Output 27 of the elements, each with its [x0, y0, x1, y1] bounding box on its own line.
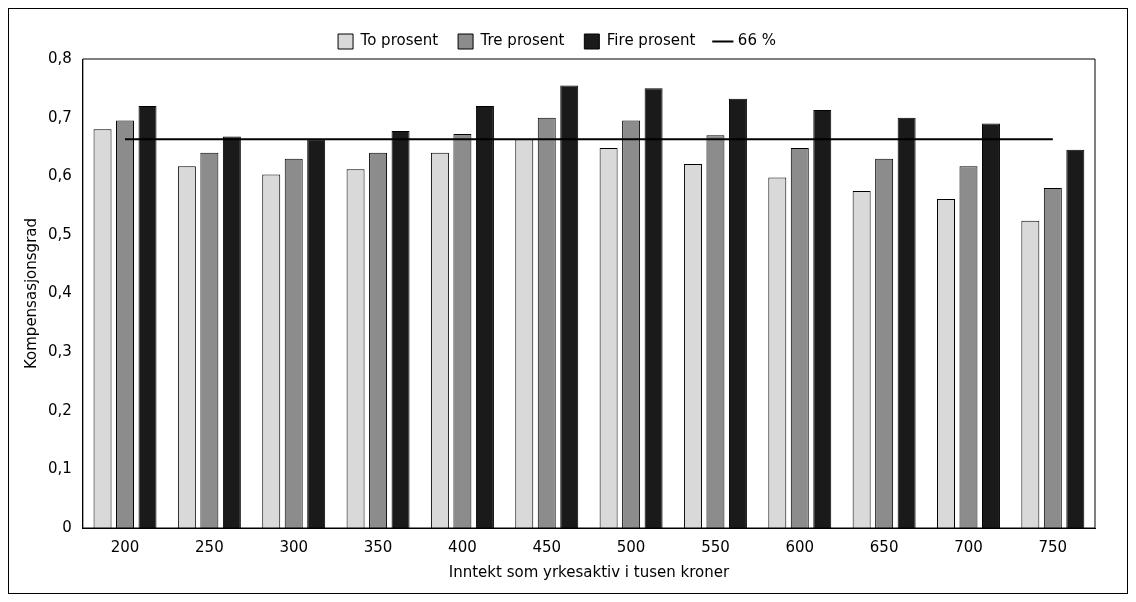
x-tick-label: 300 [279, 537, 309, 556]
y-tick-label: 0,7 [48, 107, 72, 126]
y-tick-label: 0,8 [48, 48, 72, 67]
y-tick-label: 0,6 [48, 166, 72, 185]
x-tick-label: 500 [616, 537, 646, 556]
legend-label: Tre prosent [479, 31, 565, 50]
legend-label: To prosent [359, 31, 439, 50]
x-tick-label: 250 [195, 537, 224, 556]
y-tick-label: 0,1 [48, 459, 72, 478]
y-tick-label: 0,5 [48, 224, 72, 243]
y-tick-label: 0 [62, 517, 72, 536]
x-axis-title: Inntekt som yrkesaktiv i tusen kroner [448, 562, 730, 581]
x-tick-label: 400 [448, 537, 477, 556]
x-tick-label: 450 [532, 537, 562, 556]
legend-label: 66 % [737, 31, 776, 50]
x-tick-label: 600 [785, 537, 815, 556]
x-tick-label: 650 [869, 537, 899, 556]
legend-label: Fire prosent [606, 31, 696, 50]
y-tick-label: 0,4 [48, 283, 72, 302]
x-tick-label: 550 [701, 537, 730, 556]
x-tick-label: 200 [110, 537, 140, 556]
y-tick-label: 0,2 [48, 400, 72, 419]
y-tick-label: 0,3 [48, 342, 72, 361]
y-axis-title: Kompensasjonsgrad [21, 217, 40, 370]
x-tick-label: 750 [1038, 537, 1068, 556]
x-tick-label: 700 [954, 537, 983, 556]
x-tick-label: 350 [363, 537, 393, 556]
